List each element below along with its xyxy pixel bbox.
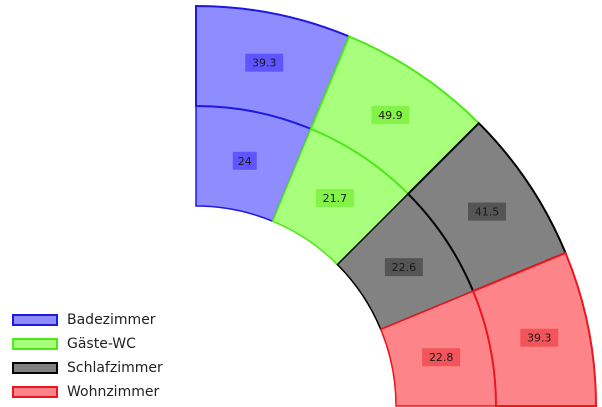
value-label-text: 39.3 <box>527 332 552 345</box>
value-label-bg <box>468 202 507 221</box>
value-label-text: 21.7 <box>323 192 348 205</box>
legend-item-wohnzimmer[interactable]: Wohnzimmer <box>12 380 163 404</box>
legend-item-badezimmer[interactable]: Badezimmer <box>12 308 163 332</box>
legend-swatch <box>12 362 58 374</box>
value-label-wohnzimmer-2: 39.3 <box>520 328 559 347</box>
value-label-bg <box>384 258 423 277</box>
value-label-text: 22.8 <box>429 351 454 364</box>
value-label-schlafzimmer-1: 22.6 <box>384 258 423 277</box>
legend-label: Badezimmer <box>67 312 156 328</box>
legend-label: Gäste-WC <box>67 336 136 352</box>
value-label-wohnzimmer-1: 22.8 <box>422 348 461 367</box>
legend-swatch <box>12 338 58 350</box>
value-label-bg <box>315 189 354 208</box>
value-label-bg <box>520 328 559 347</box>
legend-label: Schlafzimmer <box>67 360 163 376</box>
value-label-text: 39.3 <box>252 57 277 70</box>
legend-swatch <box>12 314 58 326</box>
value-label-text: 41.5 <box>475 206 500 219</box>
value-label-bg <box>245 53 284 72</box>
value-label-g-ste-wc-1: 21.7 <box>315 189 354 208</box>
chart-legend: Badezimmer Gäste-WC Schlafzimmer Wohnzimmer <box>12 308 163 404</box>
value-label-g-ste-wc-2: 49.9 <box>371 105 410 124</box>
legend-label: Wohnzimmer <box>67 384 160 400</box>
value-label-badezimmer-2: 39.3 <box>245 53 284 72</box>
legend-item-g-ste-wc[interactable]: Gäste-WC <box>12 332 163 356</box>
value-label-schlafzimmer-2: 41.5 <box>468 202 507 221</box>
value-label-text: 24 <box>238 155 252 168</box>
legend-swatch <box>12 386 58 398</box>
value-label-text: 49.9 <box>378 109 403 122</box>
legend-item-schlafzimmer[interactable]: Schlafzimmer <box>12 356 163 380</box>
value-label-text: 22.6 <box>392 261 417 274</box>
value-label-bg <box>422 348 461 367</box>
value-label-bg <box>371 105 410 124</box>
value-label-bg <box>232 151 257 170</box>
value-label-badezimmer-1: 24 <box>232 151 257 170</box>
